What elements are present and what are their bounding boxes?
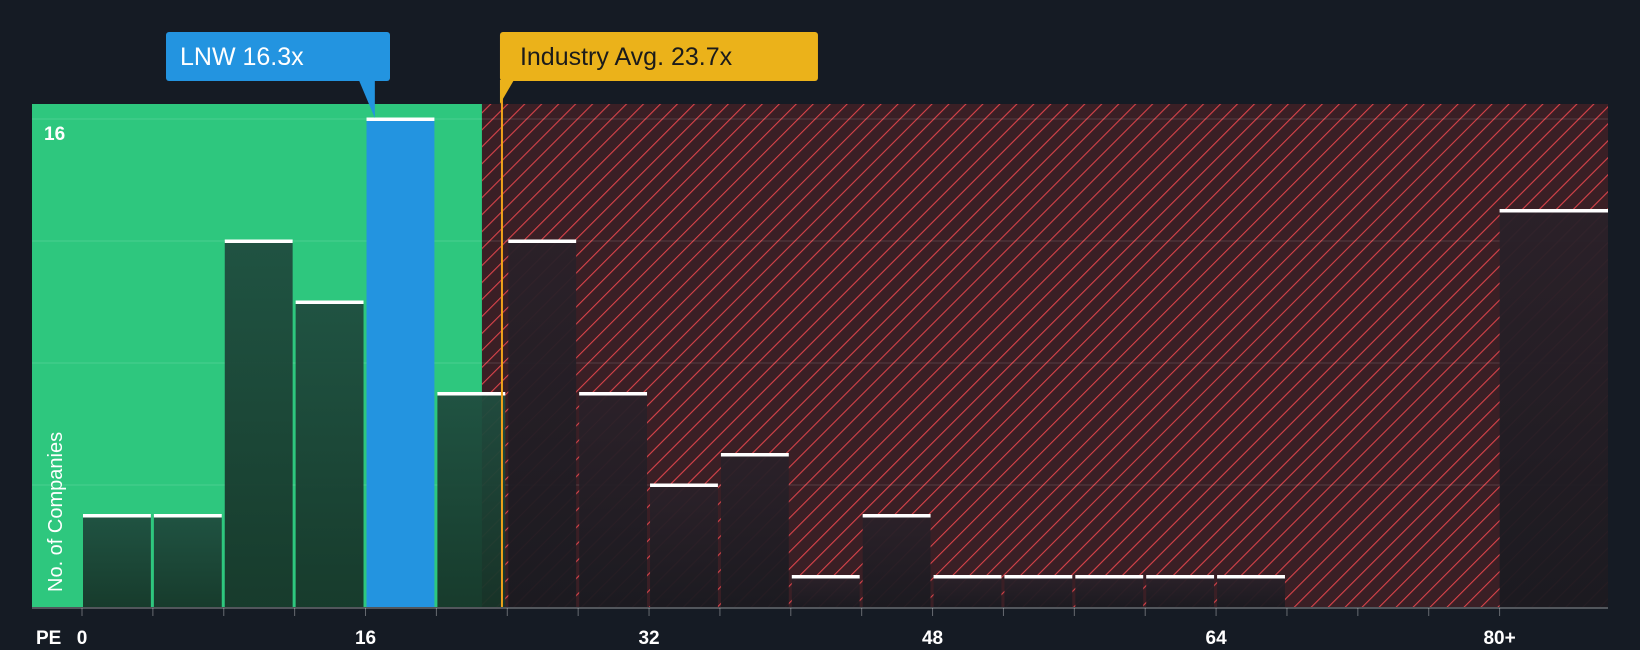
x-tick-label: 48 bbox=[922, 628, 943, 649]
histogram-bar bbox=[579, 393, 648, 607]
x-axis-label: PE bbox=[36, 628, 61, 649]
y-axis-label: No. of Companies bbox=[45, 432, 67, 592]
histogram-bar bbox=[1499, 210, 1608, 607]
bar-cap bbox=[1004, 575, 1073, 579]
industry-avg-label: Industry Avg. 23.7x bbox=[520, 43, 733, 71]
histogram-bar bbox=[650, 485, 718, 607]
bar-cap bbox=[83, 514, 151, 518]
bar-cap bbox=[295, 300, 364, 304]
histogram-bar bbox=[295, 302, 364, 607]
bar-cap bbox=[153, 514, 222, 518]
histogram-bar bbox=[508, 241, 577, 607]
histogram-bar bbox=[791, 576, 860, 607]
industry-avg-callout-pointer bbox=[499, 80, 514, 104]
highlight-bar bbox=[366, 119, 435, 607]
histogram-bar bbox=[224, 241, 293, 607]
bar-cap bbox=[437, 392, 506, 396]
bar-cap bbox=[1075, 575, 1144, 579]
industry-avg-callout bbox=[499, 32, 818, 81]
bar-cap bbox=[791, 575, 860, 579]
histogram-bar bbox=[720, 454, 789, 607]
histogram-bar bbox=[153, 515, 222, 607]
y-tick-label: 16 bbox=[44, 124, 65, 145]
bar-cap bbox=[650, 483, 718, 487]
histogram-bar bbox=[437, 393, 506, 607]
bar-cap bbox=[224, 239, 293, 243]
bar-cap bbox=[1499, 209, 1608, 213]
histogram-bar bbox=[862, 515, 931, 607]
bar-cap bbox=[1217, 575, 1285, 579]
bar-cap bbox=[933, 575, 1002, 579]
bar-cap bbox=[579, 392, 648, 396]
x-tick-label: 32 bbox=[638, 628, 659, 649]
histogram-bar bbox=[933, 576, 1002, 607]
bar-cap bbox=[508, 239, 577, 243]
histogram-bar bbox=[1004, 576, 1073, 607]
bar-cap bbox=[1146, 575, 1215, 579]
x-tick-label: 64 bbox=[1206, 628, 1228, 649]
bar-cap bbox=[862, 514, 931, 518]
histogram-bar bbox=[1217, 576, 1285, 607]
histogram-bar bbox=[1075, 576, 1144, 607]
x-tick-label: 0 bbox=[77, 628, 88, 649]
company-callout bbox=[166, 32, 390, 81]
company-label: LNW 16.3x bbox=[180, 43, 304, 71]
x-tick-label: 80+ bbox=[1483, 628, 1515, 649]
company-callout-pointer bbox=[358, 80, 375, 118]
histogram-bar bbox=[83, 515, 151, 607]
histogram-bar bbox=[1146, 576, 1215, 607]
x-tick-label: 16 bbox=[355, 628, 376, 649]
bar-cap bbox=[720, 453, 789, 457]
bar-cap bbox=[366, 117, 435, 121]
